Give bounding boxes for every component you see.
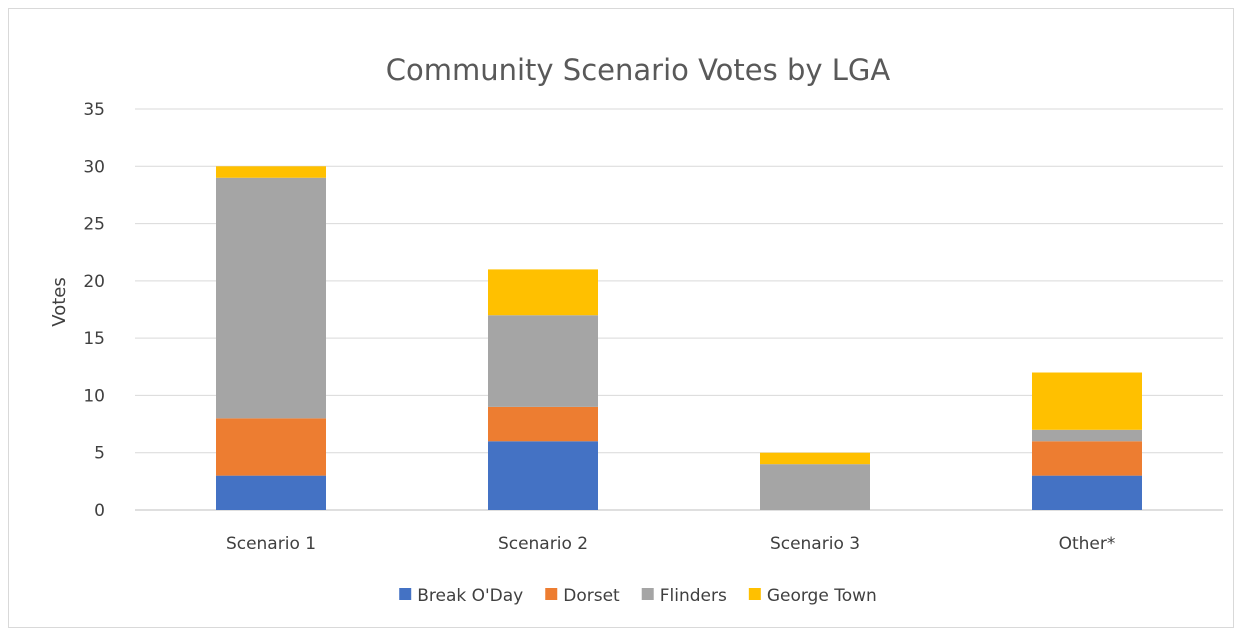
x-tick-label: Scenario 3	[770, 534, 860, 554]
legend-swatch	[545, 588, 558, 600]
y-axis-ticks: 0 5 10 15 20 25 30 35	[83, 100, 105, 521]
x-tick-label: Other*	[1059, 534, 1116, 554]
x-tick-label: Scenario 1	[226, 534, 316, 554]
x-axis-ticks: Scenario 1 Scenario 2 Scenario 3 Other*	[226, 534, 1115, 554]
bar-segment	[216, 418, 326, 476]
chart-title: Community Scenario Votes by LGA	[386, 53, 891, 87]
bar-segment	[1032, 441, 1142, 476]
y-axis-title: Votes	[49, 277, 70, 326]
legend-label: Dorset	[563, 586, 620, 606]
bar-segment	[1032, 475, 1142, 510]
chart-area: Community Scenario Votes by LGA Votes 0 5…	[8, 8, 1234, 628]
bars	[216, 166, 1142, 510]
legend-label: Flinders	[660, 586, 727, 606]
bar-segment	[1032, 372, 1142, 430]
y-tick-label: 20	[83, 272, 105, 292]
legend-label: Break O'Day	[417, 586, 523, 606]
bar-segment	[216, 166, 326, 178]
legend-swatch	[399, 588, 412, 600]
bar-segment	[760, 452, 870, 465]
y-tick-label: 35	[83, 100, 105, 120]
bar-segment	[760, 464, 870, 510]
x-tick-label: Scenario 2	[498, 534, 588, 554]
y-tick-label: 0	[94, 501, 105, 521]
bar-segment	[216, 177, 326, 419]
y-tick-label: 10	[83, 386, 105, 406]
bar-segment	[488, 315, 598, 407]
y-tick-label: 15	[83, 329, 105, 349]
legend: Break O'Day Dorset Flinders George Town	[399, 586, 877, 606]
legend-swatch	[748, 588, 761, 600]
chart-svg: Community Scenario Votes by LGA Votes 0 5…	[49, 53, 1223, 606]
y-tick-label: 30	[83, 157, 105, 177]
bar-segment	[1032, 429, 1142, 442]
y-tick-label: 5	[94, 444, 105, 464]
y-tick-label: 25	[83, 215, 105, 235]
bar-segment	[216, 475, 326, 510]
legend-swatch	[641, 588, 654, 600]
legend-label: George Town	[767, 586, 877, 606]
bar-segment	[488, 441, 598, 510]
bar-segment	[488, 269, 598, 316]
bar-segment	[488, 406, 598, 442]
